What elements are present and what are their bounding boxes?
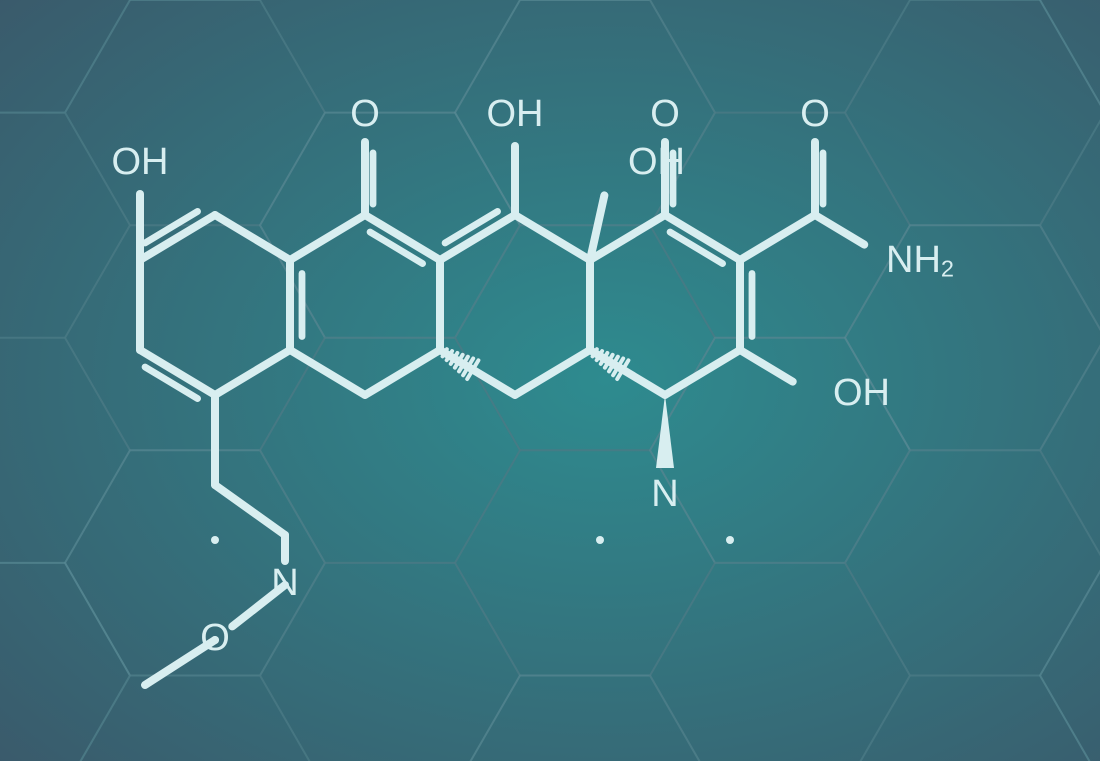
- label-oh-aromatic: OH: [112, 141, 169, 183]
- label-n-methoxyamino: N: [271, 562, 298, 604]
- svg-canvas: OHOOHOHOONH2OHNNO: [0, 0, 1100, 761]
- molecule-diagram: OHOOHOHOONH2OHNNO: [0, 0, 1100, 761]
- label-oh-3: OH: [833, 372, 890, 414]
- label-n-dimethylamino: N: [651, 473, 678, 515]
- label-oh-tertiary: OH: [628, 141, 685, 183]
- label-o-amide: O: [800, 93, 830, 135]
- label-o-methoxy: O: [200, 617, 230, 659]
- label-oh-enol: OH: [487, 93, 544, 135]
- label-o-ketone-1: O: [350, 93, 380, 135]
- label-o-ketone-2: O: [650, 93, 680, 135]
